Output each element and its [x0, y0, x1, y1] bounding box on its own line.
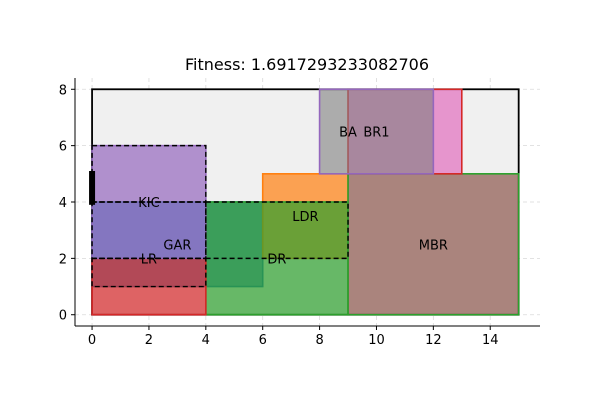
- x-tick-label: 6: [259, 333, 267, 348]
- room-label-br1: BR1: [363, 126, 389, 141]
- x-tick-label: 4: [202, 333, 210, 348]
- x-tick-label: 2: [145, 333, 153, 348]
- room-label-mbr: MBR: [419, 238, 448, 253]
- y-tick-label: 8: [59, 83, 67, 98]
- x-tick-label: 0: [88, 333, 96, 348]
- room-label-kic: KIC: [138, 196, 159, 211]
- room-label-gar: GAR: [163, 238, 191, 253]
- x-tick-label: 14: [482, 333, 499, 348]
- room-rect-ldr: [205, 201, 349, 260]
- rooms: [91, 88, 520, 316]
- y-tick-label: 4: [59, 196, 67, 211]
- room-rect-dr: [205, 201, 349, 316]
- y-tick-label: 6: [59, 140, 67, 155]
- room-label-ba: BA: [339, 126, 357, 141]
- y-tick-label: 0: [59, 309, 67, 324]
- room-label-lr: LR: [141, 252, 157, 267]
- x-tick-label: 12: [425, 333, 442, 348]
- room-label-dr: DR: [267, 252, 286, 267]
- door-marker: [89, 171, 96, 205]
- room-labels: BA BR1 KIC LDR GAR LR DR MBR: [138, 126, 448, 268]
- entrance-door: [89, 171, 96, 205]
- x-tick-label: 10: [368, 333, 385, 348]
- x-tick-label: 8: [315, 333, 323, 348]
- chart-title: Fitness: 1.6917293233082706: [185, 55, 429, 74]
- y-tick-label: 2: [59, 252, 67, 267]
- room-label-ldr: LDR: [292, 210, 318, 225]
- room-rect-ba: [318, 88, 435, 175]
- room-rect-mbr: [347, 173, 520, 316]
- axes: 0 2 4 6 8 10 12 14 0 2 4 6 8: [59, 78, 540, 348]
